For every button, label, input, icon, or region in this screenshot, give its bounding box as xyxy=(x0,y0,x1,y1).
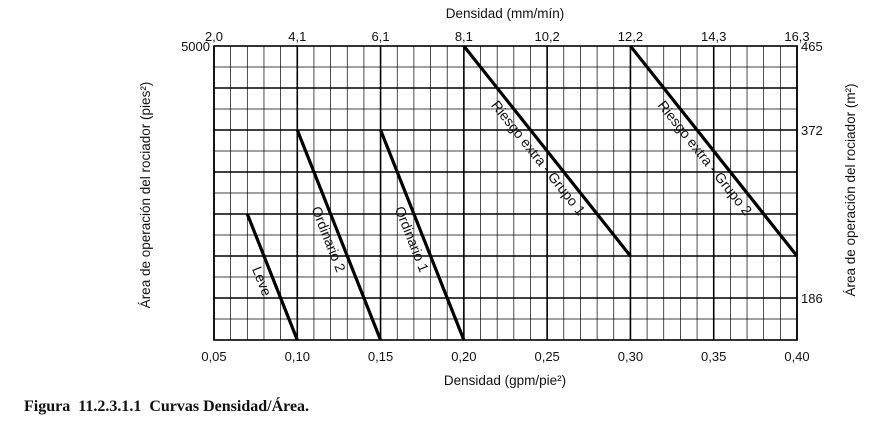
density-area-chart: 0,05 0,10 0,15 0,20 0,25 0,30 0,35 0,40 2,0 4,1 6… xyxy=(138,6,858,388)
x2-tick-label: 6,1 xyxy=(372,29,390,44)
x-axis-ticks: 0,05 0,10 0,15 0,20 0,25 0,30 0,35 0,40 xyxy=(201,349,809,364)
minor-gridlines xyxy=(214,46,797,340)
figure-caption: Figura 11.2.3.1.1 Curvas Densidad/Área. xyxy=(24,398,310,415)
series-line-ordinario-1 xyxy=(379,129,466,341)
y2-tick-label: 465 xyxy=(801,39,823,54)
y-axis-title: Área de operación del rociador (pies²) xyxy=(138,82,153,309)
x2-tick-label: 2,0 xyxy=(205,29,223,44)
y2-tick-label: 372 xyxy=(801,123,823,138)
series-label-riesgo-extra-grupo-1: Riesgo extra - Grupo 1 xyxy=(488,97,589,218)
x2-tick-label: 16,3 xyxy=(784,29,809,44)
y-tick-label: 5000 xyxy=(181,39,210,54)
series-line-ordinario-2 xyxy=(295,129,383,341)
x2-tick-label: 14,3 xyxy=(701,29,726,44)
x2-tick-label: 10,2 xyxy=(534,29,559,44)
x-tick-label: 0,25 xyxy=(534,349,559,364)
y2-tick-label: 186 xyxy=(801,291,823,306)
x-tick-label: 0,35 xyxy=(701,349,726,364)
series-line-riesgo-extra-grupo-2 xyxy=(629,45,799,257)
plot-frame xyxy=(213,45,798,341)
x-tick-label: 0,10 xyxy=(285,349,310,364)
x-tick-label: 0,15 xyxy=(368,349,393,364)
x-tick-label: 0,20 xyxy=(451,349,476,364)
x2-tick-label: 8,1 xyxy=(455,29,473,44)
x2-axis-ticks: 2,0 4,1 6,1 8,1 10,2 12,2 14,3 16,3 xyxy=(205,29,810,44)
x2-tick-label: 12,2 xyxy=(618,29,643,44)
x-tick-label: 0,30 xyxy=(618,349,643,364)
x2-tick-label: 4,1 xyxy=(288,29,306,44)
series-label-riesgo-extra-grupo-2: Riesgo extra - Grupo 2 xyxy=(655,97,756,218)
x2-axis-title: Densidad (mm/mín) xyxy=(446,6,565,21)
y2-axis-title: Área de operación del rociador (m²) xyxy=(843,83,858,296)
series-lines xyxy=(245,45,799,341)
x-tick-label: 0,40 xyxy=(784,349,809,364)
series-line-riesgo-extra-grupo-1 xyxy=(462,45,632,257)
y2-axis-ticks: 465 372 186 xyxy=(801,39,823,306)
y-axis-ticks: 5000 xyxy=(181,39,210,54)
x-axis-title: Densidad (gpm/pie²) xyxy=(444,373,566,388)
series-line-leve xyxy=(245,213,299,341)
major-gridlines xyxy=(213,46,798,340)
series-label-leve: Leve xyxy=(249,264,275,298)
x-tick-label: 0,05 xyxy=(201,349,226,364)
